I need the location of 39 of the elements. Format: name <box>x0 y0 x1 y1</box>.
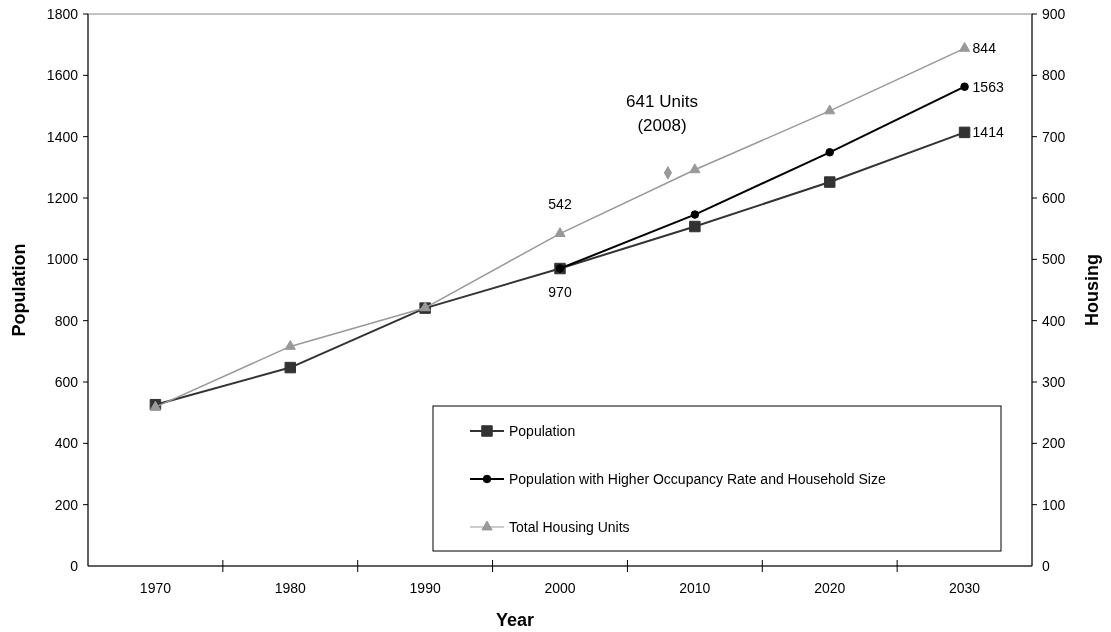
y-tick-label: 0 <box>70 558 79 574</box>
y-tick-label: 400 <box>54 435 79 452</box>
y2-tick-label: 100 <box>1042 496 1066 513</box>
legend-label: Population <box>509 423 576 439</box>
legend-label: Total Housing Units <box>509 519 630 535</box>
x-tick-label: 1980 <box>274 580 307 596</box>
x-tick-label: 2020 <box>814 580 846 596</box>
data-label: 844 <box>972 40 997 57</box>
y2-tick-label: 300 <box>1042 374 1066 390</box>
data-label: 970 <box>548 283 572 300</box>
y-tick-label: 1400 <box>46 128 79 145</box>
y2-tick-label: 900 <box>1042 6 1066 22</box>
y-tick-label: 1200 <box>46 190 79 206</box>
y2-axis-title: Housing <box>1082 254 1102 326</box>
data-label: 1414 <box>972 124 1004 141</box>
x-tick-label: 1970 <box>139 580 172 596</box>
x-tick-label: 2030 <box>948 580 981 596</box>
y2-tick-label: 0 <box>1042 558 1050 574</box>
y-tick-label: 1800 <box>46 6 79 22</box>
y2-tick-label: 600 <box>1042 190 1066 206</box>
x-axis-title: Year <box>495 610 535 630</box>
y-tick-label: 600 <box>54 374 79 390</box>
y2-tick-label: 400 <box>1042 312 1066 329</box>
x-tick-label: 2010 <box>679 580 711 596</box>
data-label: 1563 <box>972 78 1004 95</box>
legend-label: Population with Higher Occupancy Rate and Household Size <box>509 471 886 487</box>
annotation: 641 Units (2008) <box>626 92 698 135</box>
y2-tick-label: 700 <box>1042 128 1066 145</box>
y-tick-label: 1600 <box>46 67 79 84</box>
data-label: 542 <box>548 195 572 212</box>
y2-tick-label: 800 <box>1042 67 1066 84</box>
y-tick-label: 200 <box>54 496 79 513</box>
y-tick-label: 1000 <box>46 251 79 268</box>
x-tick-label: 2000 <box>544 580 576 596</box>
y-axis-title: Population <box>9 243 29 337</box>
y2-tick-label: 500 <box>1042 251 1066 268</box>
x-tick-label: 1990 <box>409 580 441 596</box>
y-tick-label: 800 <box>54 312 79 329</box>
y2-tick-label: 200 <box>1042 435 1066 452</box>
